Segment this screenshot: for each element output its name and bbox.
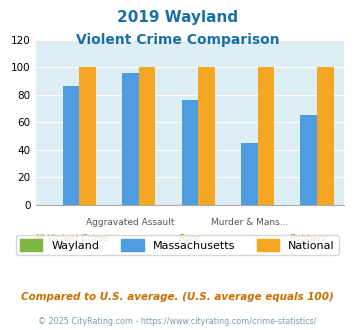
Bar bbox=[198, 67, 215, 205]
Text: Robbery: Robbery bbox=[290, 234, 328, 243]
Bar bbox=[300, 115, 317, 205]
Bar bbox=[258, 67, 274, 205]
Text: © 2025 CityRating.com - https://www.cityrating.com/crime-statistics/: © 2025 CityRating.com - https://www.city… bbox=[38, 317, 317, 326]
Text: Rape: Rape bbox=[179, 234, 201, 243]
Bar bbox=[241, 143, 258, 205]
Bar bbox=[182, 100, 198, 205]
Text: Violent Crime Comparison: Violent Crime Comparison bbox=[76, 33, 279, 47]
Bar bbox=[122, 73, 139, 205]
Text: All Violent Crime: All Violent Crime bbox=[34, 234, 109, 243]
Bar bbox=[317, 67, 334, 205]
Bar bbox=[139, 67, 155, 205]
Bar bbox=[80, 67, 96, 205]
Bar bbox=[63, 86, 80, 205]
Text: Murder & Mans...: Murder & Mans... bbox=[211, 218, 288, 227]
Legend: Wayland, Massachusetts, National: Wayland, Massachusetts, National bbox=[16, 235, 339, 255]
Text: Aggravated Assault: Aggravated Assault bbox=[86, 218, 175, 227]
Text: 2019 Wayland: 2019 Wayland bbox=[117, 10, 238, 25]
Text: Compared to U.S. average. (U.S. average equals 100): Compared to U.S. average. (U.S. average … bbox=[21, 292, 334, 302]
